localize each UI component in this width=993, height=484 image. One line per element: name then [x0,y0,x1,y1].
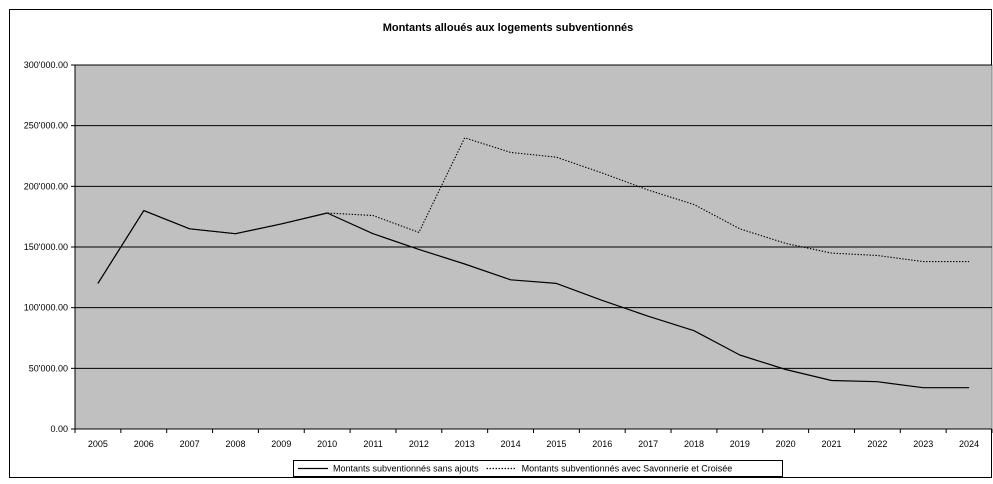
x-tick-label: 2020 [776,439,796,449]
x-tick-label: 2014 [501,439,521,449]
y-tick-label: 50'000.00 [29,363,68,373]
x-tick-label: 2021 [822,439,842,449]
plot-area: 0.00 50'000.00 100'000.00 150'000.00 200'000… [24,60,993,449]
legend-label-1: Montants subventionnés sans ajouts [333,464,479,474]
x-tick-label: 2024 [959,439,979,449]
y-tick-label: 200'000.00 [24,181,68,191]
x-tick-label: 2017 [638,439,658,449]
y-tick-label: 0.00 [50,424,68,434]
x-tick-label: 2023 [913,439,933,449]
x-tick-label: 2007 [180,439,200,449]
chart-title: Montants alloués aux logements subventio… [383,22,634,34]
legend-label-2: Montants subventionnés avec Savonnerie e… [522,464,733,474]
y-tick-label: 250'000.00 [24,121,68,131]
series-line-1 [97,210,970,389]
x-tick-label: 2016 [592,439,612,449]
x-tick-label: 2005 [88,439,108,449]
x-tick-label: 2022 [867,439,887,449]
x-tick-label: 2012 [409,439,429,449]
legend: Montants subventionnés sans ajouts Montan… [293,460,783,477]
x-tick-label: 2019 [730,439,750,449]
x-tick-label: 2015 [546,439,566,449]
legend-box [293,460,783,477]
y-tick-label: 150'000.00 [24,242,68,252]
x-tick-label: 2010 [317,439,337,449]
y-tick-label: 300'000.00 [24,60,68,70]
x-tick-label: 2013 [455,439,475,449]
x-tick-label: 2011 [363,439,382,449]
x-tick-label: 2009 [271,439,291,449]
y-tick-label: 100'000.00 [24,303,68,313]
x-tick-label: 2008 [225,439,245,449]
x-tick-label: 2006 [134,439,154,449]
x-tick-label: 2018 [684,439,704,449]
